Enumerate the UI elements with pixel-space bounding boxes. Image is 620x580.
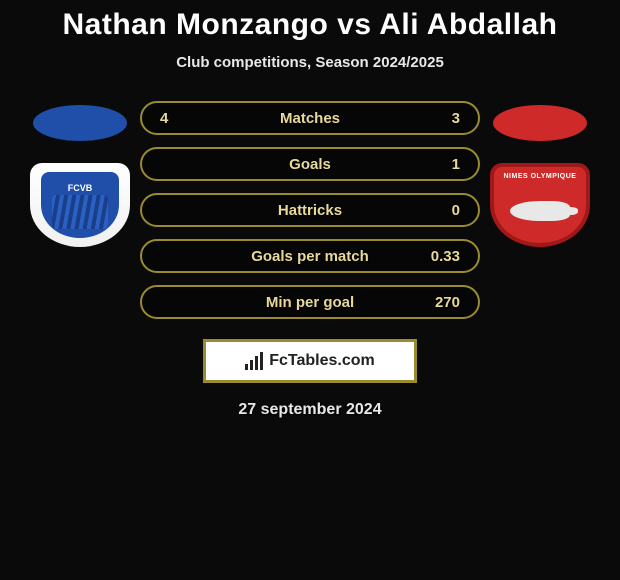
club-right-crest-icon [510, 201, 570, 221]
club-badge-left: FCVB [30, 163, 130, 247]
stat-right-value: 0.33 [431, 248, 460, 265]
page-subtitle: Club competitions, Season 2024/2025 [176, 54, 444, 71]
date-text: 27 september 2024 [238, 401, 381, 419]
club-right-name: NIMES OLYMPIQUE [494, 173, 586, 180]
player-left-column: FCVB [20, 101, 140, 247]
stat-label: Min per goal [142, 294, 478, 311]
bar-chart-icon [245, 352, 263, 370]
club-badge-left-inner: FCVB [41, 172, 119, 238]
stat-label: Goals per match [142, 248, 478, 265]
stat-label: Goals [142, 156, 478, 173]
player-right-avatar [493, 105, 587, 141]
stat-label: Matches [142, 110, 478, 127]
page-title: Nathan Monzango vs Ali Abdallah [63, 8, 558, 42]
stat-row: Hattricks0 [140, 193, 480, 227]
club-left-stripes [52, 195, 108, 229]
stat-row: Min per goal270 [140, 285, 480, 319]
brand-text: FcTables.com [269, 352, 375, 370]
stat-right-value: 270 [435, 294, 460, 311]
stat-left-value: 4 [160, 110, 168, 127]
stat-label: Hattricks [142, 202, 478, 219]
stat-right-value: 3 [452, 110, 460, 127]
player-right-column: NIMES OLYMPIQUE [480, 101, 600, 247]
player-left-avatar [33, 105, 127, 141]
brand-link[interactable]: FcTables.com [203, 339, 417, 383]
stat-right-value: 1 [452, 156, 460, 173]
stat-row: Goals1 [140, 147, 480, 181]
stat-row: Goals per match0.33 [140, 239, 480, 273]
comparison-body: FCVB 4Matches3 Goals1 Hattricks0 Goals per … [0, 101, 620, 319]
stats-list: 4Matches3 Goals1 Hattricks0 Goals per match… [140, 101, 480, 319]
comparison-card: Nathan Monzango vs Ali Abdallah Club com… [0, 0, 620, 419]
stat-right-value: 0 [452, 202, 460, 219]
club-badge-right: NIMES OLYMPIQUE [490, 163, 590, 247]
club-left-abbrev: FCVB [68, 183, 93, 193]
stat-row: 4Matches3 [140, 101, 480, 135]
